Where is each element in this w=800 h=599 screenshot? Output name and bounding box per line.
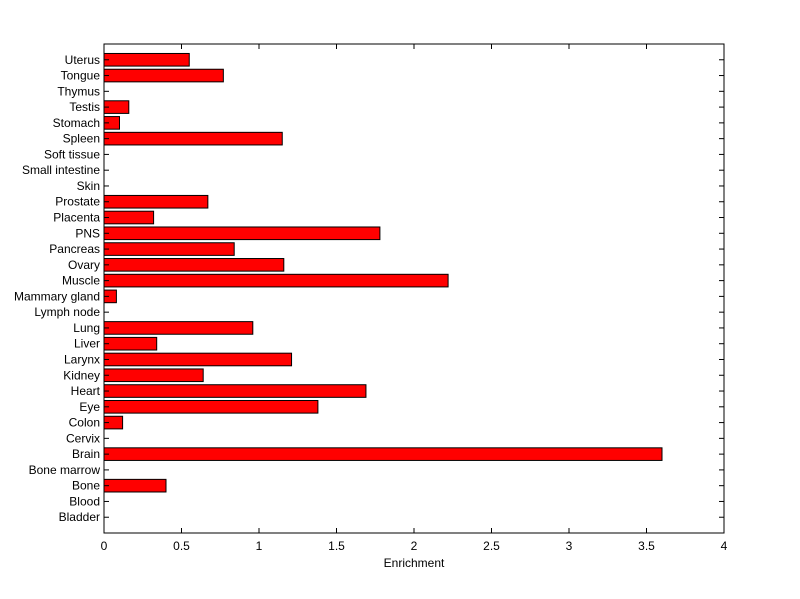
y-tick-label: Skin — [77, 179, 100, 193]
y-tick-label: Uterus — [65, 53, 100, 67]
y-tick-label: Tongue — [61, 69, 101, 83]
x-tick-label: 0 — [101, 539, 108, 553]
y-tick-label: Muscle — [62, 274, 100, 288]
x-tick-label: 0.5 — [173, 539, 190, 553]
y-tick-label: Placenta — [53, 211, 100, 225]
x-tick-label: 1.5 — [328, 539, 345, 553]
x-axis-ticks: 0 0.5 1 1.5 2 2.5 3 3.5 4 — [101, 44, 728, 553]
x-axis-label: Enrichment — [384, 556, 445, 570]
y-tick-label: Testis — [69, 100, 100, 114]
bar-spleen — [103, 131, 283, 146]
y-tick-label: Mammary gland — [14, 289, 100, 303]
bar-placenta — [103, 210, 155, 225]
y-tick-label: Ovary — [68, 258, 100, 272]
plot-frame — [103, 43, 725, 534]
y-tick-label: Prostate — [55, 195, 100, 209]
y-tick-label: Pancreas — [49, 242, 100, 256]
bar-liver — [103, 336, 158, 351]
y-tick-label: PNS — [75, 226, 100, 240]
y-tick-label: Larynx — [64, 352, 100, 366]
y-tick-label: Eye — [79, 400, 100, 414]
x-tick-label: 2.5 — [483, 539, 500, 553]
y-tick-label: Bladder — [59, 510, 100, 524]
bar-larynx — [103, 352, 293, 367]
x-tick-label: 4 — [721, 539, 728, 553]
y-tick-label: Small intestine — [22, 163, 100, 177]
y-tick-label: Kidney — [63, 368, 100, 382]
y-tick-label: Lung — [73, 321, 100, 335]
y-tick-label: Soft tissue — [44, 147, 100, 161]
bar-brain — [103, 447, 663, 461]
y-tick-label: Blood — [69, 494, 100, 508]
y-tick-label: Heart — [71, 384, 101, 398]
y-tick-label: Liver — [74, 337, 100, 351]
bar-prostate — [103, 194, 209, 209]
bar-kidney — [103, 368, 204, 383]
bar-bone — [103, 478, 167, 493]
y-tick-label: Stomach — [53, 116, 100, 130]
bar-heart — [103, 384, 367, 398]
y-tick-label: Bone — [72, 479, 100, 493]
x-tick-label: 1 — [256, 539, 263, 553]
bar-pns — [103, 226, 381, 241]
y-tick-label: Brain — [72, 447, 100, 461]
x-tick-label: 3.5 — [638, 539, 655, 553]
y-tick-label: Thymus — [57, 84, 100, 98]
bar-eye — [103, 399, 319, 414]
bar-lung — [103, 321, 254, 335]
y-tick-label: Colon — [69, 416, 100, 430]
y-tick-label: Cervix — [66, 431, 100, 445]
x-tick-label: 2 — [411, 539, 418, 553]
y-tick-label: Lymph node — [34, 305, 100, 319]
bar-muscle — [103, 273, 449, 288]
bar-ovary — [103, 258, 285, 272]
bars-group — [103, 52, 663, 493]
bar-tongue — [103, 68, 224, 83]
y-tick-label: Bone marrow — [29, 463, 101, 477]
y-tick-label: Spleen — [63, 132, 100, 146]
bar-uterus — [103, 52, 190, 67]
x-tick-label: 3 — [566, 539, 573, 553]
bar-pancreas — [103, 242, 235, 256]
